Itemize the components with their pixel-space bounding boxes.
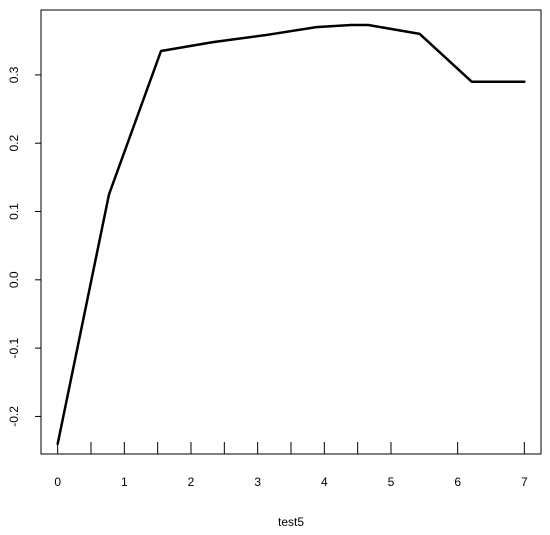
x-tick-label: 4 xyxy=(321,475,328,489)
series-line xyxy=(56,23,526,446)
y-tick-label: 0.1 xyxy=(7,203,21,220)
x-tick-label: 7 xyxy=(521,475,528,489)
y-tick-label: 0.3 xyxy=(7,66,21,83)
x-axis-label: test5 xyxy=(278,515,304,529)
y-tick-label: -0.1 xyxy=(7,337,21,358)
y-tick-label: 0.2 xyxy=(7,135,21,152)
x-tick-label: 3 xyxy=(254,475,261,489)
x-tick-label: 5 xyxy=(388,475,395,489)
x-tick-label: 0 xyxy=(54,475,61,489)
x-tick-label: 6 xyxy=(454,475,461,489)
x-axis: 0 1 2 3 4 5 6 7 xyxy=(54,442,528,489)
x-tick-label: 2 xyxy=(188,475,195,489)
y-tick-label: -0.2 xyxy=(7,406,21,427)
series-layer xyxy=(56,23,526,446)
x-tick-label: 1 xyxy=(121,475,128,489)
y-tick-label: 0.0 xyxy=(7,271,21,288)
y-axis: -0.2 -0.1 0.0 0.1 0.2 0.3 xyxy=(7,66,41,427)
